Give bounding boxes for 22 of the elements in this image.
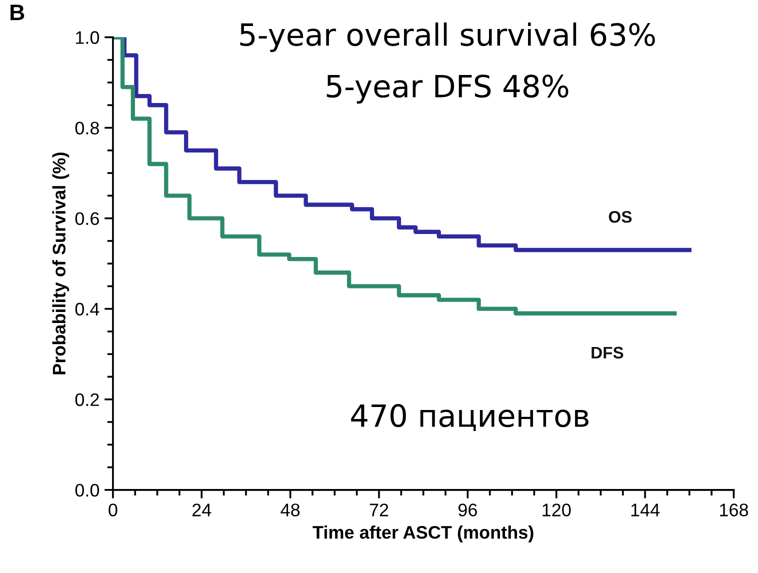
text: DFS (592, 346, 624, 359)
annotation: 5-year overall survival 63% (240, 22, 655, 52)
y-tick-label: 0.8 (75, 122, 99, 134)
x-tick-label: 96 (458, 504, 477, 516)
y-tick-label: 0.0 (75, 484, 100, 497)
x-tick-label: 72 (370, 504, 388, 516)
x-tick-label: 0 (108, 504, 118, 516)
x-tick-label: 48 (280, 504, 300, 516)
x-tick-label: 168 (720, 504, 748, 516)
text: B (10, 4, 24, 20)
x-axis-title: Time after ASCT (months) (312, 525, 534, 542)
y-tick-label: 0.4 (75, 302, 100, 316)
x-tick-label: 120 (542, 504, 571, 516)
y-tick-label: 0.6 (75, 212, 99, 226)
y-tick-label: 0.2 (75, 393, 99, 406)
x-tick-label: 144 (631, 504, 660, 516)
y-axis-title: Probability of Survival (%) (52, 152, 70, 374)
y-tick-label: 1.0 (76, 31, 100, 44)
series-label: OS (608, 210, 632, 223)
x-tick-label: 24 (192, 504, 212, 516)
annotation: 5-year DFS 48% (326, 74, 568, 104)
annotation: 470 пациентов (351, 404, 588, 431)
